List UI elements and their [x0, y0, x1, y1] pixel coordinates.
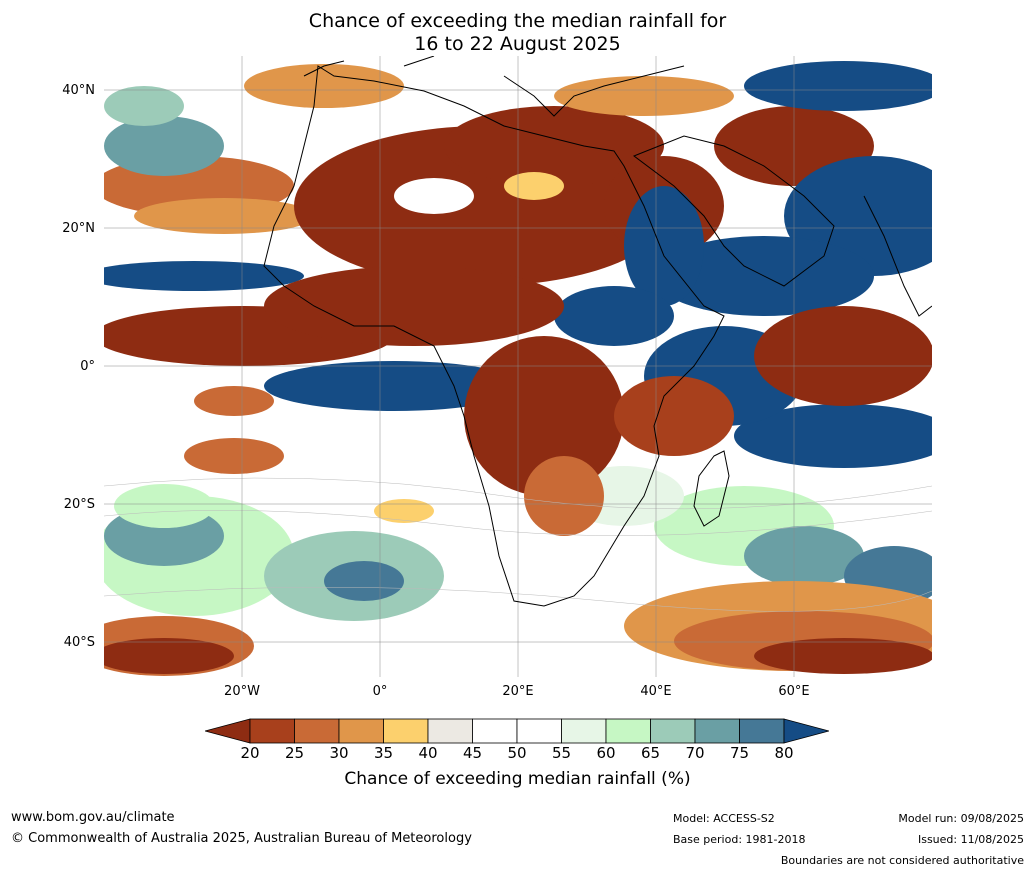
colorbar-tick: 70	[685, 744, 705, 762]
colorbar-segment	[739, 718, 785, 744]
colorbar-tick: 35	[373, 744, 394, 762]
copyright-text: © Commonwealth of Australia 2025, Austra…	[11, 831, 472, 846]
arabia-coastline	[632, 135, 835, 287]
colorbar-tick: 30	[329, 744, 349, 762]
colorbar-tick: 55	[551, 744, 572, 762]
colorbar-segment	[561, 718, 607, 744]
colorbar-low-extend	[205, 718, 251, 744]
colorbar-segment	[605, 718, 651, 744]
issued-text: Issued: 11/08/2025	[917, 833, 1024, 846]
colorbar-segment	[294, 718, 340, 744]
colorbar-label: Chance of exceeding median rainfall (%)	[344, 769, 691, 789]
lat-tick-3: 20°S	[63, 496, 95, 512]
colorbar-segment	[338, 718, 384, 744]
lon-tick-0: 20°W	[224, 684, 260, 699]
map-canvas	[74, 55, 964, 677]
colorbar-segment	[694, 718, 740, 744]
colorbar-tick: 80	[774, 744, 794, 762]
lon-tick-3: 40°E	[640, 684, 672, 699]
colorbar-segment	[383, 718, 429, 744]
title-line-1: Chance of exceeding the median rainfall …	[308, 10, 727, 32]
title-line-2: 16 to 22 August 2025	[414, 33, 621, 55]
colorbar-segment	[650, 718, 696, 744]
map-title: Chance of exceeding the median rainfall …	[0, 10, 1035, 56]
lat-tick-0: 40°N	[62, 82, 95, 98]
colorbar-segment	[472, 718, 518, 744]
colorbar-tick: 25	[284, 744, 305, 762]
website-link[interactable]: www.bom.gov.au/climate	[11, 810, 175, 825]
model-run-text: Model run: 09/08/2025	[898, 812, 1024, 825]
europe-coastline	[303, 55, 685, 117]
lat-tick-4: 40°S	[63, 634, 95, 650]
lon-tick-4: 60°E	[778, 684, 810, 699]
lat-tick-1: 20°N	[62, 220, 95, 236]
disclaimer-text: Boundaries are not considered authoritat…	[780, 854, 1024, 867]
colorbar-segment	[427, 718, 473, 744]
lat-tick-2: 0°	[80, 358, 95, 374]
africa-coastline	[263, 65, 725, 607]
colorbar-tick: 40	[418, 744, 438, 762]
colorbar-tick: 75	[729, 744, 750, 762]
india-coastline	[863, 195, 933, 317]
colorbar-tick: 50	[507, 744, 527, 762]
colorbar-tick: 20	[240, 744, 260, 762]
colorbar	[205, 718, 829, 744]
colorbar-segment	[249, 718, 295, 744]
colorbar-tick: 45	[462, 744, 483, 762]
colorbar-high-extend	[783, 718, 829, 744]
colorbar-segment	[516, 718, 562, 744]
colorbar-tick: 60	[596, 744, 616, 762]
base-period-text: Base period: 1981-2018	[673, 833, 806, 846]
madagascar-coastline	[693, 450, 730, 527]
contour-lines	[103, 477, 933, 612]
lon-tick-1: 0°	[372, 684, 388, 699]
equatorial-dry-band	[94, 266, 934, 536]
colorbar-tick: 65	[640, 744, 661, 762]
northern-dry-region	[94, 64, 874, 286]
model-text: Model: ACCESS-S2	[673, 812, 775, 825]
rainfall-map	[74, 55, 964, 677]
lon-tick-2: 20°E	[502, 684, 534, 699]
graticule	[104, 56, 932, 677]
